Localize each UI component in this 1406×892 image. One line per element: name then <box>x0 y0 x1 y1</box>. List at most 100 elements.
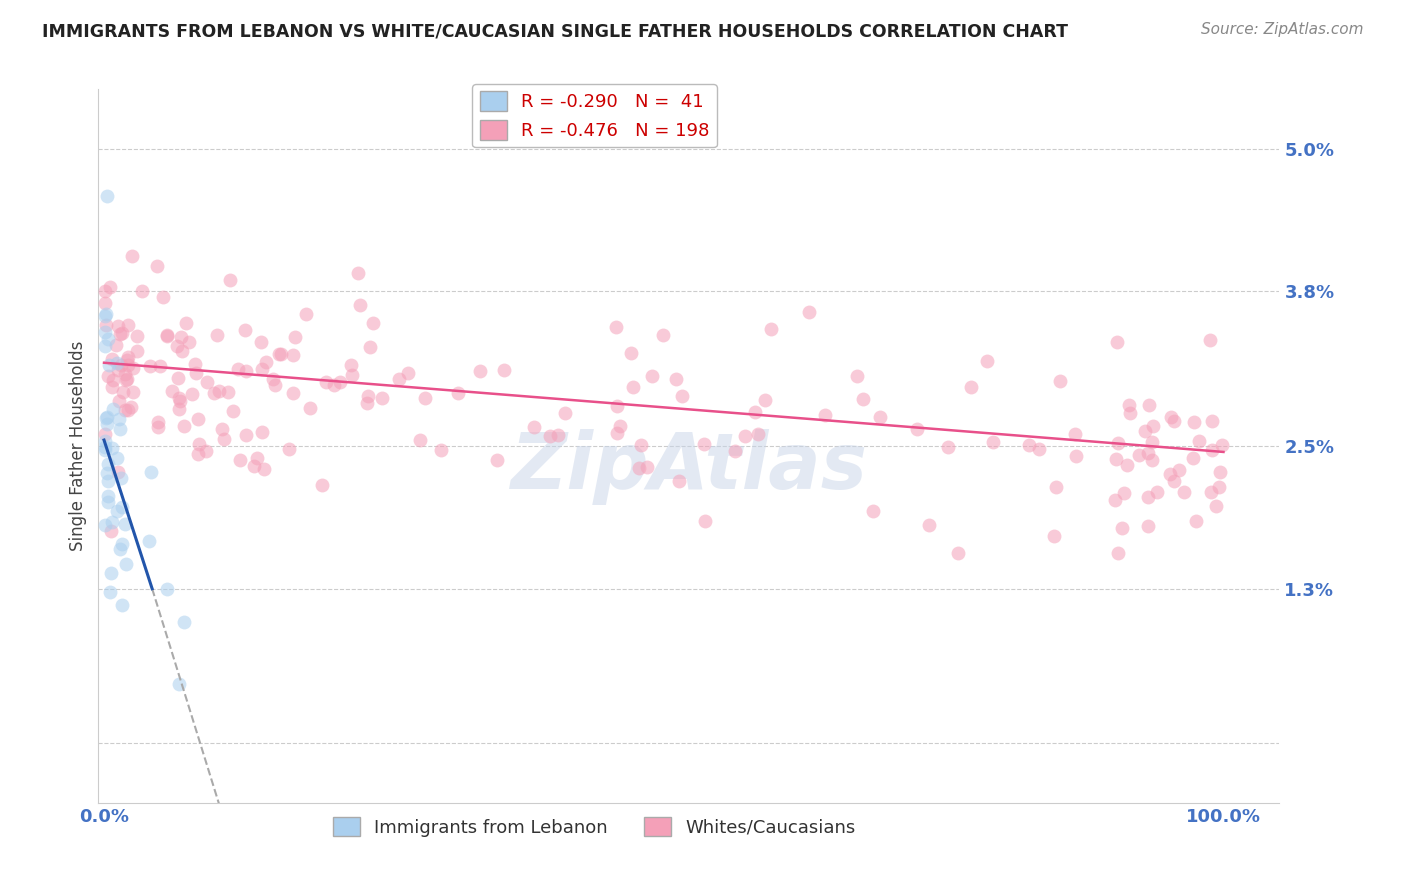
Point <box>347 266 370 280</box>
Point <box>976 354 998 368</box>
Point <box>283 386 305 401</box>
Point <box>252 425 274 439</box>
Point <box>1199 484 1222 499</box>
Point <box>340 368 363 382</box>
Point <box>1198 334 1220 348</box>
Point <box>1114 486 1136 500</box>
Point <box>101 380 124 394</box>
Point <box>122 360 145 375</box>
Point <box>485 453 508 467</box>
Point <box>105 338 128 352</box>
Point <box>1042 529 1064 543</box>
Point <box>211 422 233 436</box>
Point <box>1107 436 1129 450</box>
Point <box>1111 521 1133 535</box>
Point <box>146 259 169 273</box>
Point <box>115 353 138 368</box>
Point <box>357 389 380 403</box>
Point <box>100 352 122 367</box>
Point <box>959 380 981 394</box>
Point <box>235 364 257 378</box>
Point <box>194 444 217 458</box>
Point <box>149 359 172 373</box>
Point <box>187 411 209 425</box>
Point <box>744 405 766 419</box>
Point <box>1137 446 1160 460</box>
Point <box>173 615 195 629</box>
Point <box>409 434 432 448</box>
Point <box>523 420 546 434</box>
Point <box>97 494 120 508</box>
Point <box>108 422 131 436</box>
Point <box>1146 485 1168 500</box>
Point <box>1182 415 1205 429</box>
Point <box>1140 453 1163 467</box>
Point <box>141 465 163 479</box>
Point <box>94 339 117 353</box>
Point <box>97 474 120 488</box>
Point <box>138 533 160 548</box>
Point <box>1137 490 1160 504</box>
Point <box>1188 434 1211 449</box>
Point <box>1118 398 1140 412</box>
Point <box>184 357 207 371</box>
Point <box>233 322 256 336</box>
Point <box>1201 414 1223 428</box>
Point <box>322 378 344 392</box>
Point <box>851 392 873 406</box>
Point <box>1163 474 1185 488</box>
Point <box>110 471 132 485</box>
Point <box>627 461 650 475</box>
Point <box>226 361 249 376</box>
Point <box>446 386 468 401</box>
Point <box>94 307 117 321</box>
Point <box>120 400 142 414</box>
Point <box>166 371 188 385</box>
Point <box>1028 442 1050 457</box>
Point <box>747 427 769 442</box>
Point <box>269 346 291 360</box>
Point <box>100 585 122 599</box>
Point <box>195 376 218 390</box>
Point <box>108 541 131 556</box>
Point <box>470 364 492 378</box>
Point <box>107 363 129 377</box>
Point <box>97 489 120 503</box>
Point <box>693 514 716 528</box>
Point <box>96 189 118 203</box>
Point <box>1205 499 1227 513</box>
Point <box>187 446 209 460</box>
Point <box>94 285 117 299</box>
Point <box>1104 493 1126 508</box>
Point <box>127 329 149 343</box>
Point <box>110 326 132 340</box>
Point <box>112 385 135 400</box>
Point <box>1208 480 1230 494</box>
Point <box>734 429 756 443</box>
Point <box>101 441 124 455</box>
Point <box>114 373 136 387</box>
Point <box>1137 518 1160 533</box>
Point <box>254 355 277 369</box>
Point <box>340 358 363 372</box>
Point <box>1163 414 1185 428</box>
Point <box>94 325 117 339</box>
Point <box>94 427 117 442</box>
Point <box>107 465 129 479</box>
Point <box>315 375 337 389</box>
Point <box>110 358 132 372</box>
Point <box>94 434 117 448</box>
Point <box>114 516 136 531</box>
Point <box>1119 406 1142 420</box>
Text: Source: ZipAtlas.com: Source: ZipAtlas.com <box>1201 22 1364 37</box>
Point <box>117 350 139 364</box>
Point <box>180 387 202 401</box>
Point <box>1173 484 1195 499</box>
Point <box>169 393 191 408</box>
Point <box>160 384 183 399</box>
Point <box>97 457 120 471</box>
Point <box>630 438 652 452</box>
Point <box>262 372 284 386</box>
Point <box>243 459 266 474</box>
Point <box>146 415 169 429</box>
